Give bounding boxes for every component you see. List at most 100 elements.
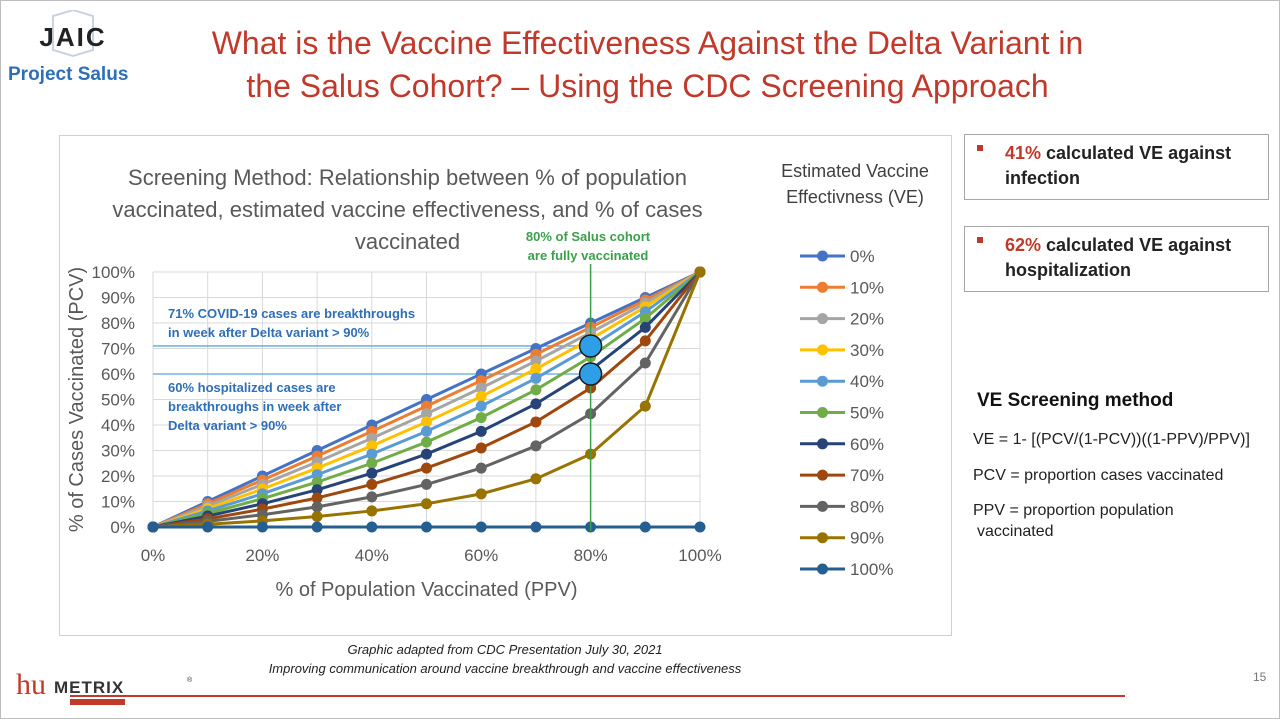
data-point	[530, 521, 542, 533]
salus-annotation-line1: 80% of Salus cohort	[525, 229, 651, 244]
legend-label: 70%	[850, 466, 884, 485]
bullet-icon	[977, 145, 983, 151]
data-point	[530, 473, 542, 485]
data-point	[311, 501, 323, 513]
y-tick-label: 0%	[110, 518, 135, 537]
data-point	[475, 390, 487, 402]
data-point	[421, 400, 432, 412]
legend-label: 40%	[850, 372, 884, 391]
data-point	[639, 321, 651, 333]
humetrix-logo-bar	[70, 699, 125, 705]
breakthrough-annotation-line1: 71% COVID-19 cases are breakthroughs	[168, 306, 416, 321]
legend-label: 80%	[850, 497, 884, 516]
data-point	[366, 505, 378, 517]
y-axis-label: % of Cases Vaccinated (PCV)	[66, 267, 88, 532]
data-point	[530, 372, 542, 384]
data-point	[421, 521, 432, 533]
legend-label: 60%	[850, 435, 884, 454]
y-tick-label: 80%	[101, 314, 135, 333]
formula-ppv-line1: PPV = proportion population	[973, 502, 1174, 519]
y-tick-label: 90%	[101, 289, 135, 308]
data-point	[366, 457, 378, 469]
humetrix-logo-hu: hu	[16, 668, 46, 701]
finding-infection-line2: infection	[1005, 168, 1080, 188]
highlight-point	[578, 334, 603, 358]
data-point	[311, 521, 323, 533]
chart-title: Screening Method: Relationship between %…	[85, 162, 730, 258]
caption-line2: Improving communication around vaccine b…	[268, 661, 742, 676]
logo-subtitle: Project Salus	[8, 64, 129, 85]
y-tick-label: 10%	[101, 493, 135, 512]
data-point	[366, 467, 378, 479]
finding-infection-pct: 41%	[1005, 143, 1042, 163]
footer-divider	[70, 695, 1125, 697]
legend-label: 90%	[850, 529, 884, 548]
x-tick-label: 40%	[355, 546, 389, 565]
data-point	[366, 491, 378, 503]
legend-marker	[817, 375, 828, 387]
data-point	[421, 448, 432, 460]
data-point	[475, 425, 487, 437]
data-point	[475, 400, 487, 412]
hospital-annotation: 60% hospitalized cases are breakthroughs…	[168, 378, 341, 435]
formula-title: VE Screening method	[977, 390, 1174, 411]
data-point	[530, 440, 542, 452]
finding-infection-line1: calculated VE against	[1041, 143, 1232, 163]
hospital-annotation-line2: breakthroughs in week after	[168, 399, 342, 414]
legend-title-line1: Estimated Vaccine	[781, 161, 929, 181]
page-title-line1: What is the Vaccine Effectiveness Agains…	[211, 25, 1084, 61]
legend-marker	[817, 532, 828, 544]
chart-title-line1: Screening Method: Relationship between %…	[128, 165, 687, 190]
legend-marker	[817, 469, 828, 481]
y-tick-label: 100%	[92, 263, 135, 282]
jaic-logo: JAIC	[39, 10, 105, 58]
data-point	[475, 442, 487, 454]
humetrix-logo-metrix: METRIX	[54, 678, 124, 697]
data-point	[530, 355, 542, 367]
legend-label: 30%	[850, 341, 884, 360]
data-point	[147, 521, 159, 533]
bullet-icon	[977, 237, 983, 243]
data-point	[530, 363, 542, 375]
y-tick-label: 40%	[101, 416, 135, 435]
legend-marker	[817, 500, 828, 512]
data-point	[639, 521, 651, 533]
finding-infection-text: 41% calculated VE against infection	[1005, 141, 1255, 191]
data-point	[475, 521, 487, 533]
data-point	[530, 416, 542, 428]
legend-marker	[817, 563, 828, 575]
formula-pcv: PCV = proportion cases vaccinated	[973, 467, 1224, 484]
legend-label: 0%	[850, 247, 875, 266]
breakthrough-annotation: 71% COVID-19 cases are breakthroughs in …	[168, 304, 415, 342]
highlight-point	[578, 362, 603, 386]
legend-marker	[817, 344, 828, 356]
legend-marker	[817, 281, 828, 293]
data-point	[366, 448, 378, 460]
hospital-annotation-line1: 60% hospitalized cases are	[168, 380, 336, 395]
data-point	[421, 425, 432, 437]
legend-label: 50%	[850, 404, 884, 423]
hospital-annotation-line3: Delta variant > 90%	[168, 418, 287, 433]
page-number: 15	[1253, 670, 1267, 684]
data-point	[475, 462, 487, 474]
data-point	[256, 521, 268, 533]
data-point	[202, 521, 214, 533]
data-point	[311, 511, 323, 523]
data-point	[475, 412, 487, 424]
data-point	[421, 408, 432, 420]
data-point	[421, 436, 432, 448]
caption-line1: Graphic adapted from CDC Presentation Ju…	[347, 642, 663, 657]
legend-label: 20%	[850, 310, 884, 329]
legend-title: Estimated Vaccine Effectivness (VE)	[770, 158, 940, 210]
x-axis-label: % of Population Vaccinated (PPV)	[275, 579, 577, 601]
x-tick-label: 20%	[245, 546, 279, 565]
legend-marker	[817, 438, 828, 450]
x-tick-label: 60%	[464, 546, 498, 565]
data-point	[639, 312, 651, 324]
breakthrough-annotation-line2: in week after Delta variant > 90%	[168, 325, 370, 340]
finding-hospitalization-pct: 62%	[1005, 235, 1042, 255]
humetrix-logo: hu METRIX ®	[16, 668, 193, 705]
data-point	[366, 478, 378, 490]
y-tick-label: 60%	[101, 365, 135, 384]
data-point	[694, 266, 706, 278]
